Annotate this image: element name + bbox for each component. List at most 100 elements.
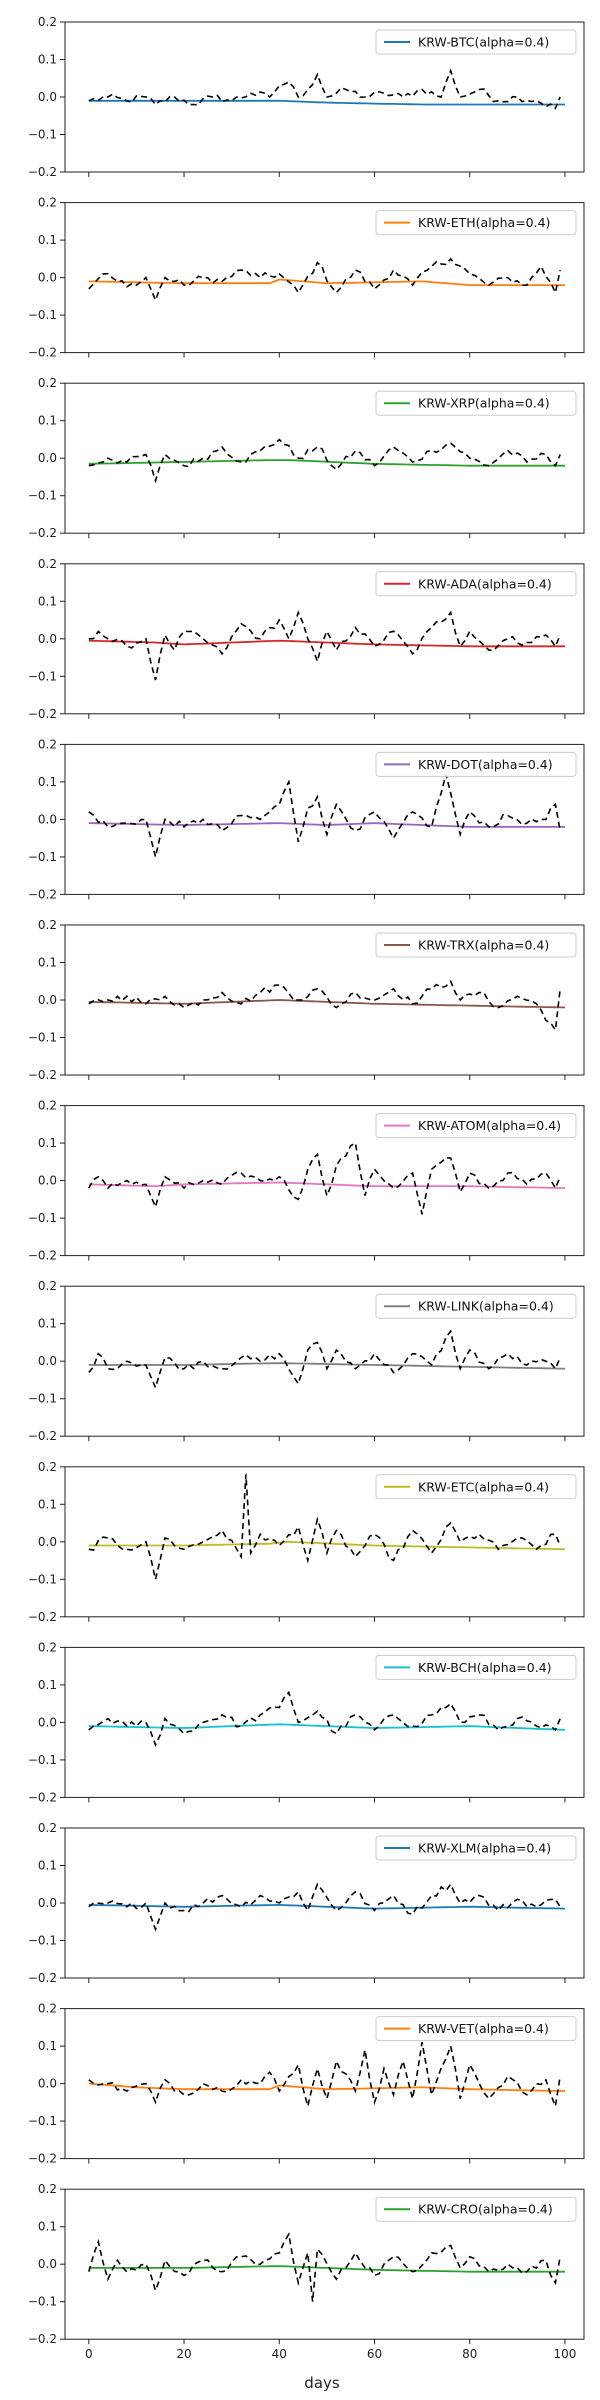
y-tick-label: −0.2 bbox=[28, 1610, 57, 1624]
series-line-returns bbox=[88, 1329, 561, 1390]
y-tick-label: 0.0 bbox=[38, 1354, 57, 1368]
y-tick-label: −0.2 bbox=[28, 526, 57, 540]
y-tick-label: −0.1 bbox=[28, 489, 57, 503]
y-tick-label: −0.2 bbox=[28, 2152, 57, 2166]
panel-frame bbox=[64, 2188, 585, 2340]
y-tick-label: 0.0 bbox=[38, 993, 57, 1007]
legend-label: KRW-BCH(alpha=0.4) bbox=[418, 1660, 552, 1675]
series-line-ma bbox=[88, 278, 565, 286]
legend-box bbox=[375, 1835, 577, 1861]
series-line-returns bbox=[88, 68, 561, 110]
legend-label: KRW-XRP(alpha=0.4) bbox=[418, 396, 550, 411]
panel-13: −0.2 −0.1 0.0 0.1 0.2 0 20 40 60 80 100 KRW-CRO(alp… bbox=[28, 2182, 585, 2361]
y-tick-label: 0.2 bbox=[38, 737, 57, 751]
y-tick-label: −0.1 bbox=[28, 1211, 57, 1225]
y-tick-label: 0.1 bbox=[38, 2039, 57, 2053]
y-tick-label: −0.1 bbox=[28, 1753, 57, 1767]
series-line-returns bbox=[88, 1690, 561, 1747]
panel-4: −0.2 −0.1 0.0 0.1 0.2 KRW-ADA(alpha=0.4) bbox=[28, 557, 585, 721]
series-line-returns bbox=[88, 774, 561, 858]
y-tick-label: 0.1 bbox=[38, 1678, 57, 1692]
legend-box bbox=[375, 210, 577, 236]
y-tick-label: 0.0 bbox=[38, 1535, 57, 1549]
panel-7: −0.2 −0.1 0.0 0.1 0.2 KRW-ATOM(alpha=0.4) bbox=[28, 1099, 585, 1263]
y-tick-label: 0.2 bbox=[38, 918, 57, 932]
legend-box bbox=[375, 1113, 577, 1139]
legend-label: KRW-ETH(alpha=0.4) bbox=[418, 215, 550, 230]
y-tick-label: −0.1 bbox=[28, 128, 57, 142]
series-line-ma bbox=[88, 1723, 566, 1731]
series-line-returns bbox=[88, 2231, 561, 2302]
panel-12: −0.2 −0.1 0.0 0.1 0.2 KRW-VET(alpha=0.4) bbox=[28, 2002, 585, 2166]
x-tick-label: 80 bbox=[462, 2347, 477, 2361]
y-tick-label: 0.2 bbox=[38, 1099, 57, 1113]
y-tick-label: 0.2 bbox=[38, 1821, 57, 1835]
legend-label: KRW-ADA(alpha=0.4) bbox=[418, 576, 552, 591]
panel-2: −0.2 −0.1 0.0 0.1 0.2 KRW-ETH(alpha=0.4) bbox=[28, 196, 585, 360]
legend-label: KRW-VET(alpha=0.4) bbox=[418, 2021, 549, 2036]
legend-label: KRW-LINK(alpha=0.4) bbox=[418, 1299, 554, 1314]
x-tick-label: 60 bbox=[367, 2347, 382, 2361]
series-line-returns bbox=[88, 1882, 561, 1932]
panel-6: −0.2 −0.1 0.0 0.1 0.2 KRW-TRX(alpha=0.4) bbox=[28, 918, 585, 1082]
series-line-ma bbox=[88, 1362, 566, 1370]
y-tick-label: 0.2 bbox=[38, 2182, 57, 2196]
y-tick-label: 0.2 bbox=[38, 1640, 57, 1654]
legend-label: KRW-XLM(alpha=0.4) bbox=[418, 1841, 551, 1856]
series-line-ma bbox=[88, 2265, 565, 2273]
series-line-returns bbox=[88, 438, 561, 484]
legend-box bbox=[375, 2196, 577, 2222]
y-tick-label: 0.0 bbox=[38, 632, 57, 646]
series-line-ma bbox=[88, 639, 565, 648]
legend-box bbox=[375, 390, 577, 416]
panel-frame bbox=[64, 1285, 585, 1437]
y-tick-label: 0.0 bbox=[38, 1715, 57, 1729]
y-tick-label: 0.1 bbox=[38, 1497, 57, 1511]
series-line-returns bbox=[88, 1141, 561, 1215]
panel-8: −0.2 −0.1 0.0 0.1 0.2 KRW-LINK(alpha=0.4) bbox=[28, 1279, 585, 1443]
y-tick-label: 0.1 bbox=[38, 1136, 57, 1150]
legend-box bbox=[375, 29, 577, 55]
series-line-ma bbox=[88, 1903, 566, 1910]
legend-box bbox=[375, 2016, 577, 2042]
series-line-ma bbox=[88, 2082, 566, 2092]
y-tick-label: −0.2 bbox=[28, 1790, 57, 1804]
y-tick-label: 0.0 bbox=[38, 812, 57, 826]
y-tick-label: 0.0 bbox=[38, 2077, 57, 2091]
panel-frame bbox=[64, 382, 585, 534]
panel-frame bbox=[64, 563, 585, 715]
y-tick-label: 0.1 bbox=[38, 1317, 57, 1331]
series-line-returns bbox=[88, 1474, 561, 1580]
series-line-ma bbox=[88, 1540, 566, 1551]
y-tick-label: 0.0 bbox=[38, 271, 57, 285]
legend-box bbox=[375, 751, 577, 777]
panel-10: −0.2 −0.1 0.0 0.1 0.2 KRW-BCH(alpha=0.4) bbox=[28, 1640, 585, 1804]
legend-label: KRW-DOT(alpha=0.4) bbox=[418, 757, 553, 772]
y-tick-label: −0.1 bbox=[28, 1031, 57, 1045]
panel-1: −0.2 −0.1 0.0 0.1 0.2 KRW-BTC(alpha=0.4) bbox=[28, 15, 585, 179]
legend-label: KRW-BTC(alpha=0.4) bbox=[418, 35, 549, 50]
panel-11: −0.2 −0.1 0.0 0.1 0.2 KRW-XLM(alpha=0.4) bbox=[28, 1821, 585, 1985]
series-line-ma bbox=[88, 1181, 566, 1189]
y-tick-label: −0.1 bbox=[28, 308, 57, 322]
panel-frame bbox=[64, 743, 585, 895]
y-tick-label: −0.2 bbox=[28, 1971, 57, 1985]
y-tick-label: −0.1 bbox=[28, 2114, 57, 2128]
y-tick-label: −0.2 bbox=[28, 346, 57, 360]
y-tick-label: 0.1 bbox=[38, 53, 57, 67]
panel-frame bbox=[64, 2008, 585, 2160]
y-tick-label: 0.1 bbox=[38, 775, 57, 789]
legend-label: KRW-TRX(alpha=0.4) bbox=[418, 938, 549, 953]
y-tick-label: 0.1 bbox=[38, 594, 57, 608]
x-tick-label: 100 bbox=[554, 2347, 577, 2361]
y-tick-label: 0.0 bbox=[38, 451, 57, 465]
y-tick-label: 0.2 bbox=[38, 557, 57, 571]
y-tick-label: −0.1 bbox=[28, 1392, 57, 1406]
y-tick-label: 0.2 bbox=[38, 2002, 57, 2016]
y-tick-label: −0.2 bbox=[28, 1429, 57, 1443]
y-tick-label: 0.1 bbox=[38, 233, 57, 247]
y-tick-label: −0.1 bbox=[28, 850, 57, 864]
panel-frame bbox=[64, 202, 585, 354]
y-tick-label: 0.1 bbox=[38, 414, 57, 428]
y-tick-label: −0.2 bbox=[28, 2332, 57, 2346]
